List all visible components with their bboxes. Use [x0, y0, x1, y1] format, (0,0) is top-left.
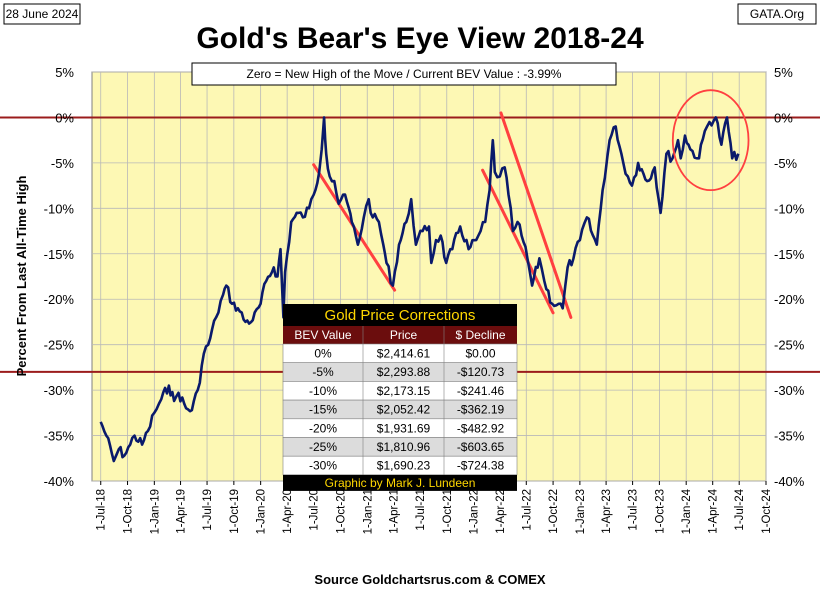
x-tick-label: 1-Oct-23 — [654, 489, 666, 534]
source-site-box — [737, 3, 817, 25]
table-cell: -$482.92 — [457, 421, 505, 435]
x-tick-label: 1-Oct-19 — [229, 489, 241, 534]
x-tick-label: 1-Jul-20 — [309, 489, 321, 531]
x-tick-label: 1-Jul-24 — [734, 488, 746, 530]
table-cell: -$724.38 — [457, 459, 505, 473]
date-label: 28 June 2024 — [6, 7, 79, 21]
table-cell: -30% — [309, 459, 337, 473]
table-footer-bg — [283, 474, 517, 491]
y-tick-label-right: -10% — [774, 201, 805, 216]
x-tick-label: 1-Jul-23 — [628, 489, 640, 531]
table-cell: $0.00 — [465, 347, 495, 361]
x-tick-label: 1-Oct-22 — [548, 489, 560, 534]
x-tick-label: 1-Jan-23 — [575, 489, 587, 534]
subtitle-box — [191, 62, 617, 86]
x-tick-label: 1-Oct-21 — [442, 489, 454, 534]
table-header-cell: Price — [390, 328, 418, 342]
x-tick-label: 1-Apr-20 — [282, 489, 294, 534]
x-tick-label: 1-Jul-19 — [202, 489, 214, 531]
y-tick-label-left: -5% — [51, 156, 75, 171]
table-cell: -5% — [312, 365, 334, 379]
table-footer: Graphic by Mark J. Lundeen — [325, 476, 476, 490]
y-tick-label-right: -30% — [774, 383, 805, 398]
series-line — [99, 116, 740, 463]
chart-subtitle: Zero = New High of the Move / Current BE… — [247, 67, 562, 81]
y-tick-label-left: 5% — [55, 65, 74, 80]
highlight-circle — [671, 89, 750, 192]
x-tick-label: 1-Jan-22 — [469, 489, 481, 534]
table-title-bg — [283, 304, 517, 326]
x-tick-label: 1-Apr-22 — [495, 489, 507, 534]
y-tick-label-left: -40% — [44, 474, 75, 489]
x-tick-label: 1-Jul-22 — [521, 489, 533, 531]
x-tick-label: 1-Jan-20 — [256, 489, 268, 534]
x-axis-source-label: Source Goldchartsrus.com & COMEX — [314, 572, 545, 587]
x-tick-label: 1-Jan-19 — [149, 489, 161, 534]
y-tick-label-left: -25% — [44, 338, 75, 353]
corrections-table: Gold Price Corrections BEV Value Price $ De… — [282, 304, 518, 491]
y-tick-label-right: -35% — [774, 429, 805, 444]
y-tick-label-left: -20% — [44, 292, 75, 307]
trend-line — [481, 168, 555, 315]
y-tick-label-right: 5% — [774, 65, 793, 80]
y-axis-label: Percent From Last All-Time High — [14, 176, 29, 377]
table-cell: $2,293.88 — [377, 365, 431, 379]
y-tick-label-left: 0% — [55, 110, 74, 125]
trend-line — [499, 111, 573, 319]
y-tick-label-left: -10% — [44, 201, 75, 216]
y-tick-label-right: -20% — [774, 292, 805, 307]
y-tick-label-right: 0% — [774, 110, 793, 125]
table-cell: $2,052.42 — [377, 403, 431, 417]
table-cell: $1,810.96 — [377, 440, 431, 454]
table-cell: $2,173.15 — [377, 384, 431, 398]
table-header-cell: BEV Value — [294, 328, 351, 342]
x-tick-label: 1-Apr-21 — [388, 489, 400, 534]
table-header-bg — [283, 326, 517, 344]
y-tick-label-right: -15% — [774, 247, 805, 262]
x-tick-label: 1-Oct-24 — [761, 488, 773, 533]
y-tick-label-left: -15% — [44, 247, 75, 262]
x-tick-label: 1-Jan-21 — [362, 489, 374, 534]
x-tick-label: 1-Apr-23 — [601, 489, 613, 534]
x-tick-label: 1-Oct-18 — [123, 489, 135, 534]
table-cell: -25% — [309, 440, 337, 454]
table-header-cell: $ Decline — [455, 328, 505, 342]
y-tick-label-right: -25% — [774, 338, 805, 353]
source-site-label: GATA.Org — [750, 7, 804, 21]
table-cell: -$362.19 — [457, 403, 505, 417]
y-tick-label-left: -30% — [44, 383, 75, 398]
x-tick-label: 1-Jul-21 — [415, 489, 427, 531]
table-title: Gold Price Corrections — [325, 307, 476, 324]
table-cell: -15% — [309, 403, 337, 417]
chart-title: Gold's Bear's Eye View 2018-24 — [196, 22, 644, 55]
table-cell: 0% — [314, 347, 332, 361]
x-tick-label: 1-Oct-20 — [335, 489, 347, 534]
y-tick-label-left: -35% — [44, 429, 75, 444]
table-cell: -20% — [309, 421, 337, 435]
date-box — [3, 3, 81, 25]
x-tick-label: 1-Apr-19 — [176, 489, 188, 534]
table-cell: -10% — [309, 384, 337, 398]
table-cell: -$120.73 — [457, 365, 505, 379]
y-tick-label-right: -40% — [774, 474, 805, 489]
x-tick-label: 1-Jan-24 — [681, 488, 693, 534]
x-tick-label: 1-Apr-24 — [708, 488, 720, 533]
table-cell: -$603.65 — [457, 440, 505, 454]
table-cell: -$241.46 — [457, 384, 505, 398]
table-cell: $1,931.69 — [377, 421, 431, 435]
x-tick-label: 1-Jul-18 — [96, 489, 108, 531]
table-cell: $1,690.23 — [377, 459, 431, 473]
table-cell: $2,414.61 — [377, 347, 431, 361]
y-tick-label-right: -5% — [774, 156, 798, 171]
